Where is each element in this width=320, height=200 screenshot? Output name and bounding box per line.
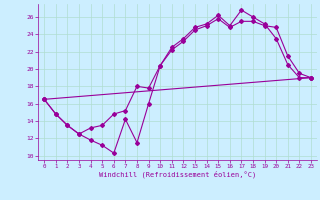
X-axis label: Windchill (Refroidissement éolien,°C): Windchill (Refroidissement éolien,°C): [99, 171, 256, 178]
